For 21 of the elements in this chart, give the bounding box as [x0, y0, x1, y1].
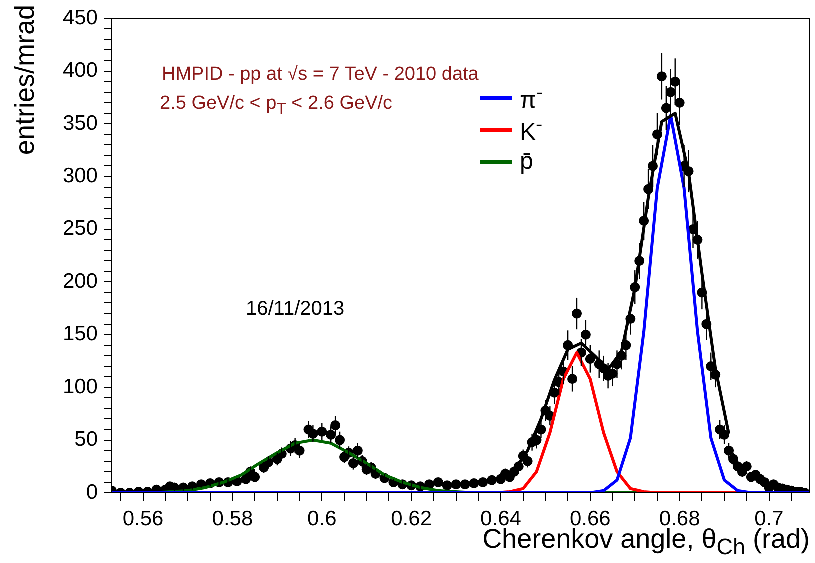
legend-label: π$^{-}$ — [520, 82, 544, 114]
legend-label: p̄ — [520, 148, 534, 176]
y-tick-label: 100 — [62, 375, 98, 398]
x-tick-label: 0.6 — [308, 507, 337, 530]
y-tick-label: 250 — [62, 217, 98, 240]
y-tick-label: 150 — [62, 322, 98, 346]
legend-label: K$^{-}$ — [520, 114, 543, 146]
annotation: HMPID - pp at √s = 7 TeV - 2010 data — [162, 64, 479, 86]
y-axis-title: entries/mrad — [10, 5, 40, 158]
x-tick-label: 0.56 — [122, 507, 164, 530]
x-tick-label: 0.62 — [391, 507, 432, 530]
x-tick-label: 0.58 — [212, 507, 254, 530]
y-tick-label: 400 — [62, 59, 98, 82]
y-tick-label: 350 — [62, 112, 98, 135]
y-tick-label: 450 — [62, 6, 98, 30]
y-tick-label: 0 — [86, 480, 98, 504]
annotation: 2.5 GeV/c < p$_{T}$ < 2.6 GeV/c — [160, 93, 393, 119]
annotation: 16/11/2013 — [246, 298, 345, 321]
y-tick-label: 50 — [74, 428, 98, 452]
y-tick-label: 300 — [62, 164, 98, 188]
y-tick-label: 200 — [62, 270, 98, 293]
